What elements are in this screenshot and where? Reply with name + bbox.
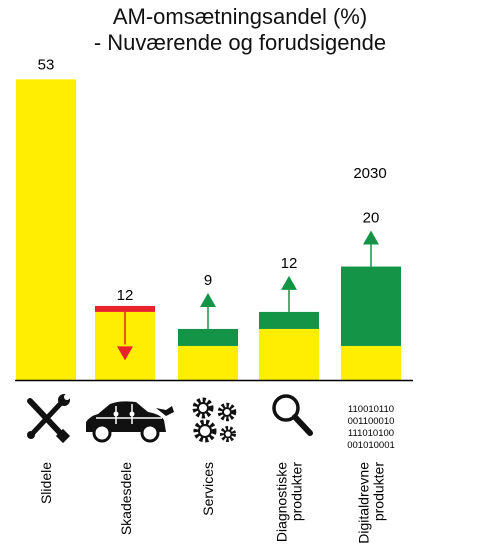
binary-line-1: 001100010 [348, 416, 395, 427]
binary-line-2: 111010100 [348, 428, 394, 439]
value-labels-group: 53 12 9 12 20 [38, 56, 380, 304]
bar-current-2 [178, 345, 238, 380]
growth-arrow-head-2 [200, 292, 216, 307]
value-label-3: 12 [281, 255, 298, 272]
binary-line-3: 001010001 [347, 440, 395, 451]
category-label-line-1-0: Skadesdele [118, 462, 134, 535]
decline-cap-1 [95, 305, 155, 312]
category-label-1: Skadesdele [118, 462, 134, 535]
category-label-3: Diagnostiske produkter [274, 462, 305, 542]
category-labels-group: Slidele Skadesdele Services Diagnostiske pro… [38, 462, 387, 544]
binary-line-0: 110010110 [348, 404, 394, 415]
decline-arrow-head-1 [117, 346, 133, 361]
bar-current-0 [16, 79, 76, 380]
growth-arrow-head-3 [281, 275, 297, 290]
chart-title-line-2: - Nuværende og forudsigende [93, 30, 387, 55]
category-label-line-4-0: Digitaldrevne [356, 462, 372, 544]
value-label-4: 20 [363, 210, 380, 227]
chart-title-line-1: AM-omsætningsandel (%) [112, 4, 368, 29]
bar-growth-3 [259, 311, 319, 329]
category-label-line-4-1: produkter [371, 462, 387, 521]
category-label-0: Slidele [38, 462, 54, 504]
category-label-2: Services [200, 462, 216, 516]
bar-current-3 [259, 328, 319, 380]
category-label-line-3-0: Diagnostiske [274, 462, 290, 542]
value-label-2: 9 [204, 272, 212, 289]
category-label-4: Digitaldrevne produkter [356, 462, 387, 544]
bar-current-4 [341, 345, 401, 380]
category-label-line-0-0: Slidele [38, 462, 54, 504]
value-label-1: 12 [117, 287, 134, 304]
bars-group [16, 79, 401, 380]
category-label-line-2-0: Services [200, 462, 216, 516]
chart-title: AM-omsætningsandel (%) - Nuværende og fo… [40, 4, 440, 56]
value-label-0: 53 [38, 56, 55, 73]
bar-growth-4 [341, 266, 401, 346]
year-label: 2030 [353, 165, 386, 182]
growth-arrow-head-4 [363, 230, 379, 245]
wrench-screwdriver-icon [27, 394, 71, 444]
magnifier-icon [272, 394, 313, 436]
gears-icon [192, 397, 237, 443]
bar-growth-2 [178, 328, 238, 346]
category-label-line-3-1: produkter [289, 462, 305, 521]
car-puzzle-icon [86, 401, 174, 443]
